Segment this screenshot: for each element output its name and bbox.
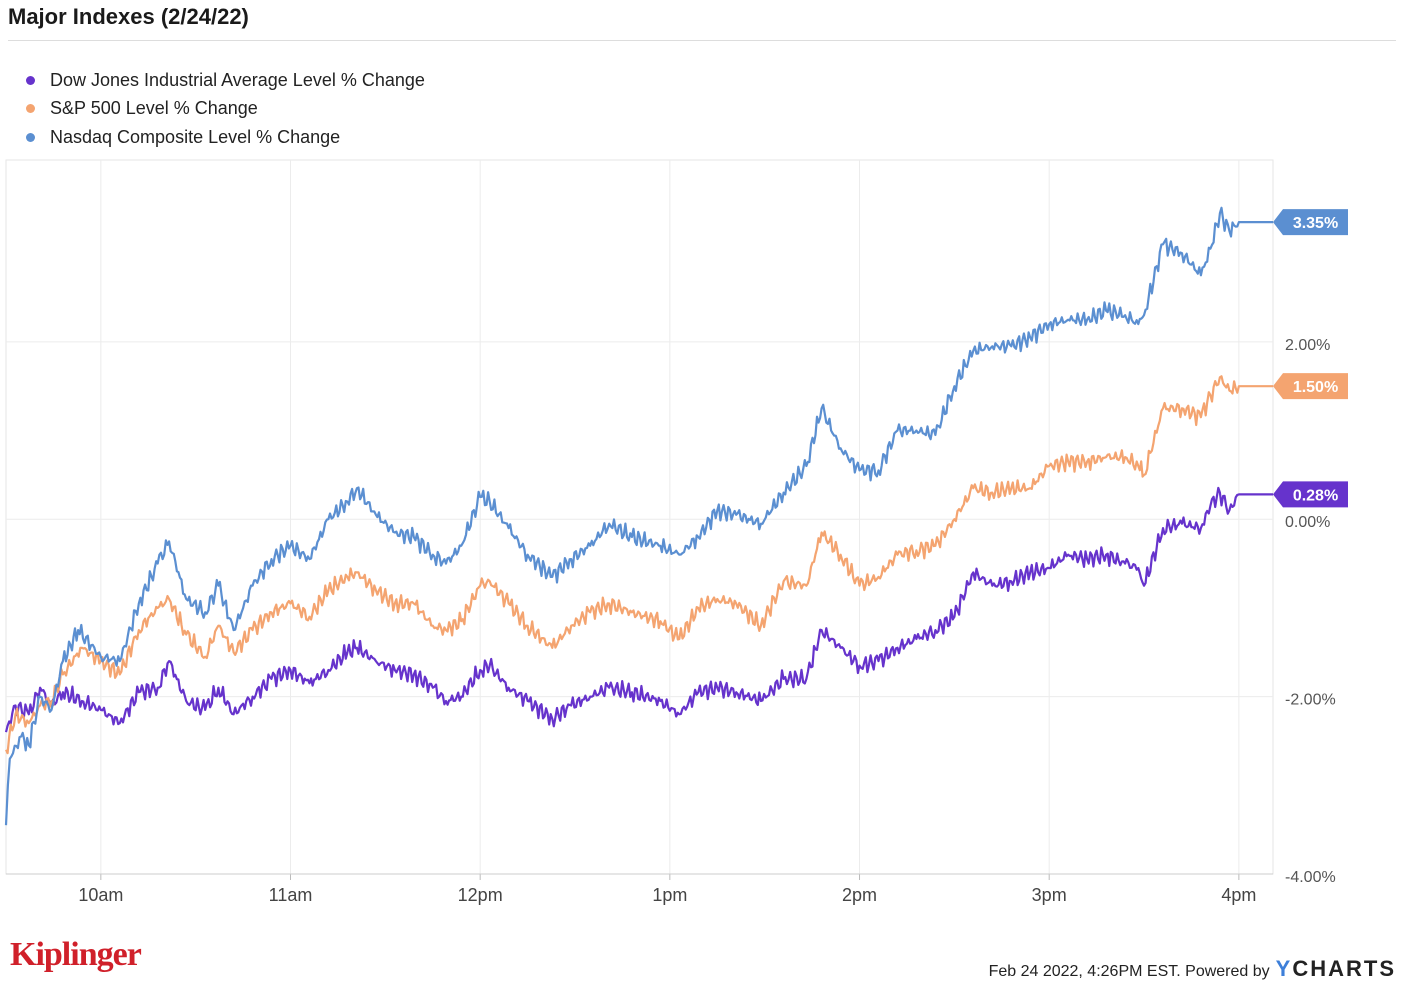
plot-area bbox=[5, 159, 1274, 875]
series-line-nasdaq bbox=[4, 206, 1273, 826]
legend-dot-icon bbox=[26, 104, 35, 114]
x-tick-label: 1pm bbox=[652, 885, 687, 905]
series-line-sp500 bbox=[5, 375, 1273, 755]
legend-dot-icon bbox=[26, 132, 35, 142]
chart-footer: Feb 24 2022, 4:26PM EST. Powered by YCHA… bbox=[989, 956, 1396, 982]
value-tag-nasdaq bbox=[1273, 209, 1348, 236]
y-tick-label: 0.00% bbox=[1285, 514, 1330, 531]
x-tick-label: 10am bbox=[78, 885, 123, 905]
value-tag-label: 3.35% bbox=[1293, 215, 1338, 232]
legend-item-dow[interactable]: Dow Jones Industrial Average Level % Cha… bbox=[26, 66, 425, 95]
legend-label: S&P 500 Level % Change bbox=[50, 98, 258, 119]
chart-legend: Dow Jones Industrial Average Level % Cha… bbox=[26, 66, 425, 152]
value-tag-sp500 bbox=[1273, 373, 1348, 400]
powered-by-label: Powered by bbox=[1185, 963, 1270, 980]
title-divider bbox=[8, 40, 1396, 41]
legend-item-sp500[interactable]: S&P 500 Level % Change bbox=[26, 95, 425, 124]
x-tick-label: 4pm bbox=[1221, 885, 1256, 905]
value-tag-dow bbox=[1273, 481, 1348, 508]
ycharts-logo-y: Y bbox=[1275, 956, 1293, 981]
legend-dot-icon bbox=[26, 75, 35, 85]
x-tick-label: 12pm bbox=[458, 885, 503, 905]
timestamp: Feb 24 2022, 4:26PM EST. bbox=[988, 963, 1181, 980]
page-title: Major Indexes (2/24/22) bbox=[8, 4, 249, 29]
y-tick-label: -2.00% bbox=[1285, 692, 1336, 709]
value-tag-label: 1.50% bbox=[1293, 379, 1338, 396]
legend-label: Dow Jones Industrial Average Level % Cha… bbox=[50, 69, 425, 90]
x-tick-label: 3pm bbox=[1032, 885, 1067, 905]
kiplinger-logo: Kiplinger bbox=[10, 936, 142, 973]
value-tag-label: 0.28% bbox=[1293, 487, 1338, 504]
ycharts-logo-text: CHARTS bbox=[1292, 956, 1396, 981]
y-tick-label: -4.00% bbox=[1285, 869, 1336, 886]
legend-item-nasdaq[interactable]: Nasdaq Composite Level % Change bbox=[26, 123, 425, 152]
x-tick-label: 11am bbox=[269, 885, 313, 905]
ycharts-logo[interactable]: YCHARTS bbox=[1276, 956, 1396, 982]
y-tick-label: 2.00% bbox=[1285, 337, 1330, 354]
legend-label: Nasdaq Composite Level % Change bbox=[50, 126, 341, 147]
series-line-dow bbox=[4, 486, 1273, 733]
x-tick-label: 2pm bbox=[842, 885, 877, 905]
